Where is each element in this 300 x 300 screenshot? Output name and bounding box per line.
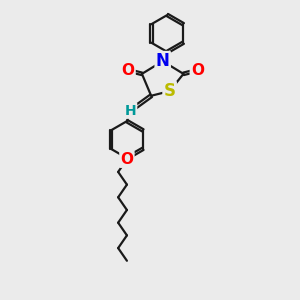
Text: H: H (124, 104, 136, 118)
Text: O: O (122, 63, 135, 78)
Text: O: O (120, 152, 134, 167)
Text: O: O (191, 63, 204, 78)
Text: S: S (164, 82, 175, 100)
Text: N: N (156, 52, 170, 70)
